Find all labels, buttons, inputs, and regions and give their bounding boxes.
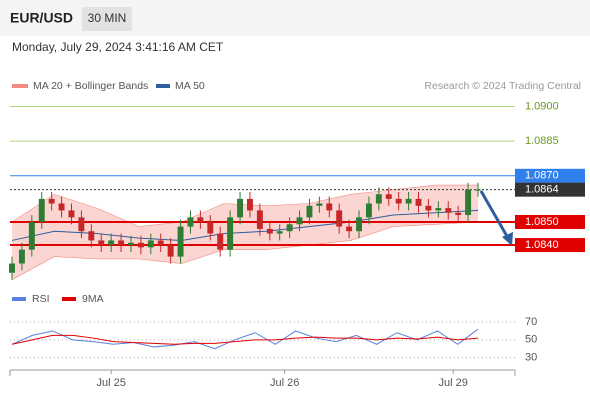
candle-body bbox=[455, 212, 462, 216]
arrow-head bbox=[502, 232, 513, 246]
candle-body bbox=[167, 245, 174, 257]
legend-label: MA 50 bbox=[175, 80, 205, 92]
level-label: 1.0864 bbox=[525, 184, 559, 196]
candle-body bbox=[246, 198, 253, 211]
candle-body bbox=[365, 203, 372, 218]
band-edge bbox=[11, 221, 479, 280]
candle-body bbox=[108, 240, 115, 246]
candle-body bbox=[207, 221, 214, 234]
level-label: 1.0840 bbox=[525, 239, 559, 251]
level-box bbox=[515, 214, 585, 229]
candle-body bbox=[346, 226, 353, 232]
candle-body bbox=[187, 217, 194, 227]
candle-body bbox=[98, 240, 105, 246]
legend-label: RSI bbox=[32, 293, 50, 305]
candle-body bbox=[326, 203, 333, 211]
candle-body bbox=[118, 240, 125, 246]
x-tick-label: Jul 26 bbox=[270, 377, 299, 389]
candle-body bbox=[306, 205, 313, 218]
candle-body bbox=[465, 189, 472, 216]
candle-body bbox=[415, 198, 422, 206]
candle-body bbox=[286, 224, 293, 232]
rsi-line bbox=[11, 328, 479, 350]
legend-swatch bbox=[62, 297, 76, 301]
interval[interactable]: 30 MIN bbox=[88, 11, 127, 25]
candle-body bbox=[296, 217, 303, 225]
candle-body bbox=[435, 208, 442, 211]
legend-label: 9MA bbox=[82, 293, 104, 305]
level-box bbox=[515, 182, 585, 197]
candle-body bbox=[147, 240, 154, 248]
candle-body bbox=[9, 263, 15, 273]
candle-body bbox=[68, 210, 75, 218]
rsi-line bbox=[11, 334, 479, 345]
x-tick-label: Jul 25 bbox=[96, 377, 125, 389]
y-tick-label: 50 bbox=[525, 334, 537, 346]
candle-body bbox=[177, 226, 184, 257]
candle-body bbox=[137, 242, 144, 248]
candle-body bbox=[237, 198, 244, 218]
y-tick-label: 70 bbox=[525, 316, 537, 328]
candle-body bbox=[38, 198, 45, 222]
candle-body bbox=[266, 228, 273, 234]
candle-body bbox=[256, 210, 263, 229]
candle-body bbox=[405, 198, 412, 204]
level-label: 1.0850 bbox=[525, 216, 559, 228]
candle-body bbox=[28, 221, 35, 250]
level-label: 1.0870 bbox=[525, 170, 559, 182]
candle-body bbox=[316, 203, 323, 206]
legend-swatch bbox=[12, 84, 28, 88]
candle-body bbox=[356, 217, 362, 232]
candle-body bbox=[227, 217, 234, 250]
candle-body bbox=[475, 189, 481, 191]
symbol: EUR/USD bbox=[10, 10, 73, 26]
candle-body bbox=[197, 217, 204, 222]
candle-body bbox=[336, 210, 343, 227]
candle-body bbox=[78, 217, 85, 232]
level-label: 1.0885 bbox=[525, 135, 559, 147]
credit: Research © 2024 Trading Central bbox=[424, 80, 581, 92]
timestamp: Monday, July 29, 2024 3:41:16 AM CET bbox=[12, 40, 224, 54]
legend-label: MA 20 + Bollinger Bands bbox=[33, 80, 148, 92]
candle-body bbox=[425, 205, 432, 211]
candle-body bbox=[18, 249, 25, 264]
level-label: 1.0900 bbox=[525, 100, 559, 112]
candle-body bbox=[445, 208, 452, 213]
interval-box[interactable] bbox=[82, 7, 132, 31]
candle-body bbox=[395, 198, 402, 204]
legend-swatch bbox=[12, 297, 26, 301]
candle-body bbox=[217, 233, 224, 250]
candle-body bbox=[58, 203, 65, 211]
x-tick-label: Jul 29 bbox=[439, 377, 468, 389]
level-box bbox=[515, 238, 585, 253]
band-edge bbox=[11, 184, 478, 227]
candle-body bbox=[128, 242, 134, 246]
level-box bbox=[515, 168, 585, 183]
y-tick-label: 30 bbox=[525, 351, 537, 363]
candle-body bbox=[48, 198, 55, 204]
candle-body bbox=[276, 231, 283, 234]
candle-body bbox=[375, 194, 382, 204]
candle-body bbox=[385, 194, 392, 199]
legend-swatch bbox=[156, 84, 170, 88]
forecast-arrow bbox=[479, 190, 510, 239]
candle-body bbox=[157, 240, 164, 246]
candle-body bbox=[88, 231, 95, 241]
